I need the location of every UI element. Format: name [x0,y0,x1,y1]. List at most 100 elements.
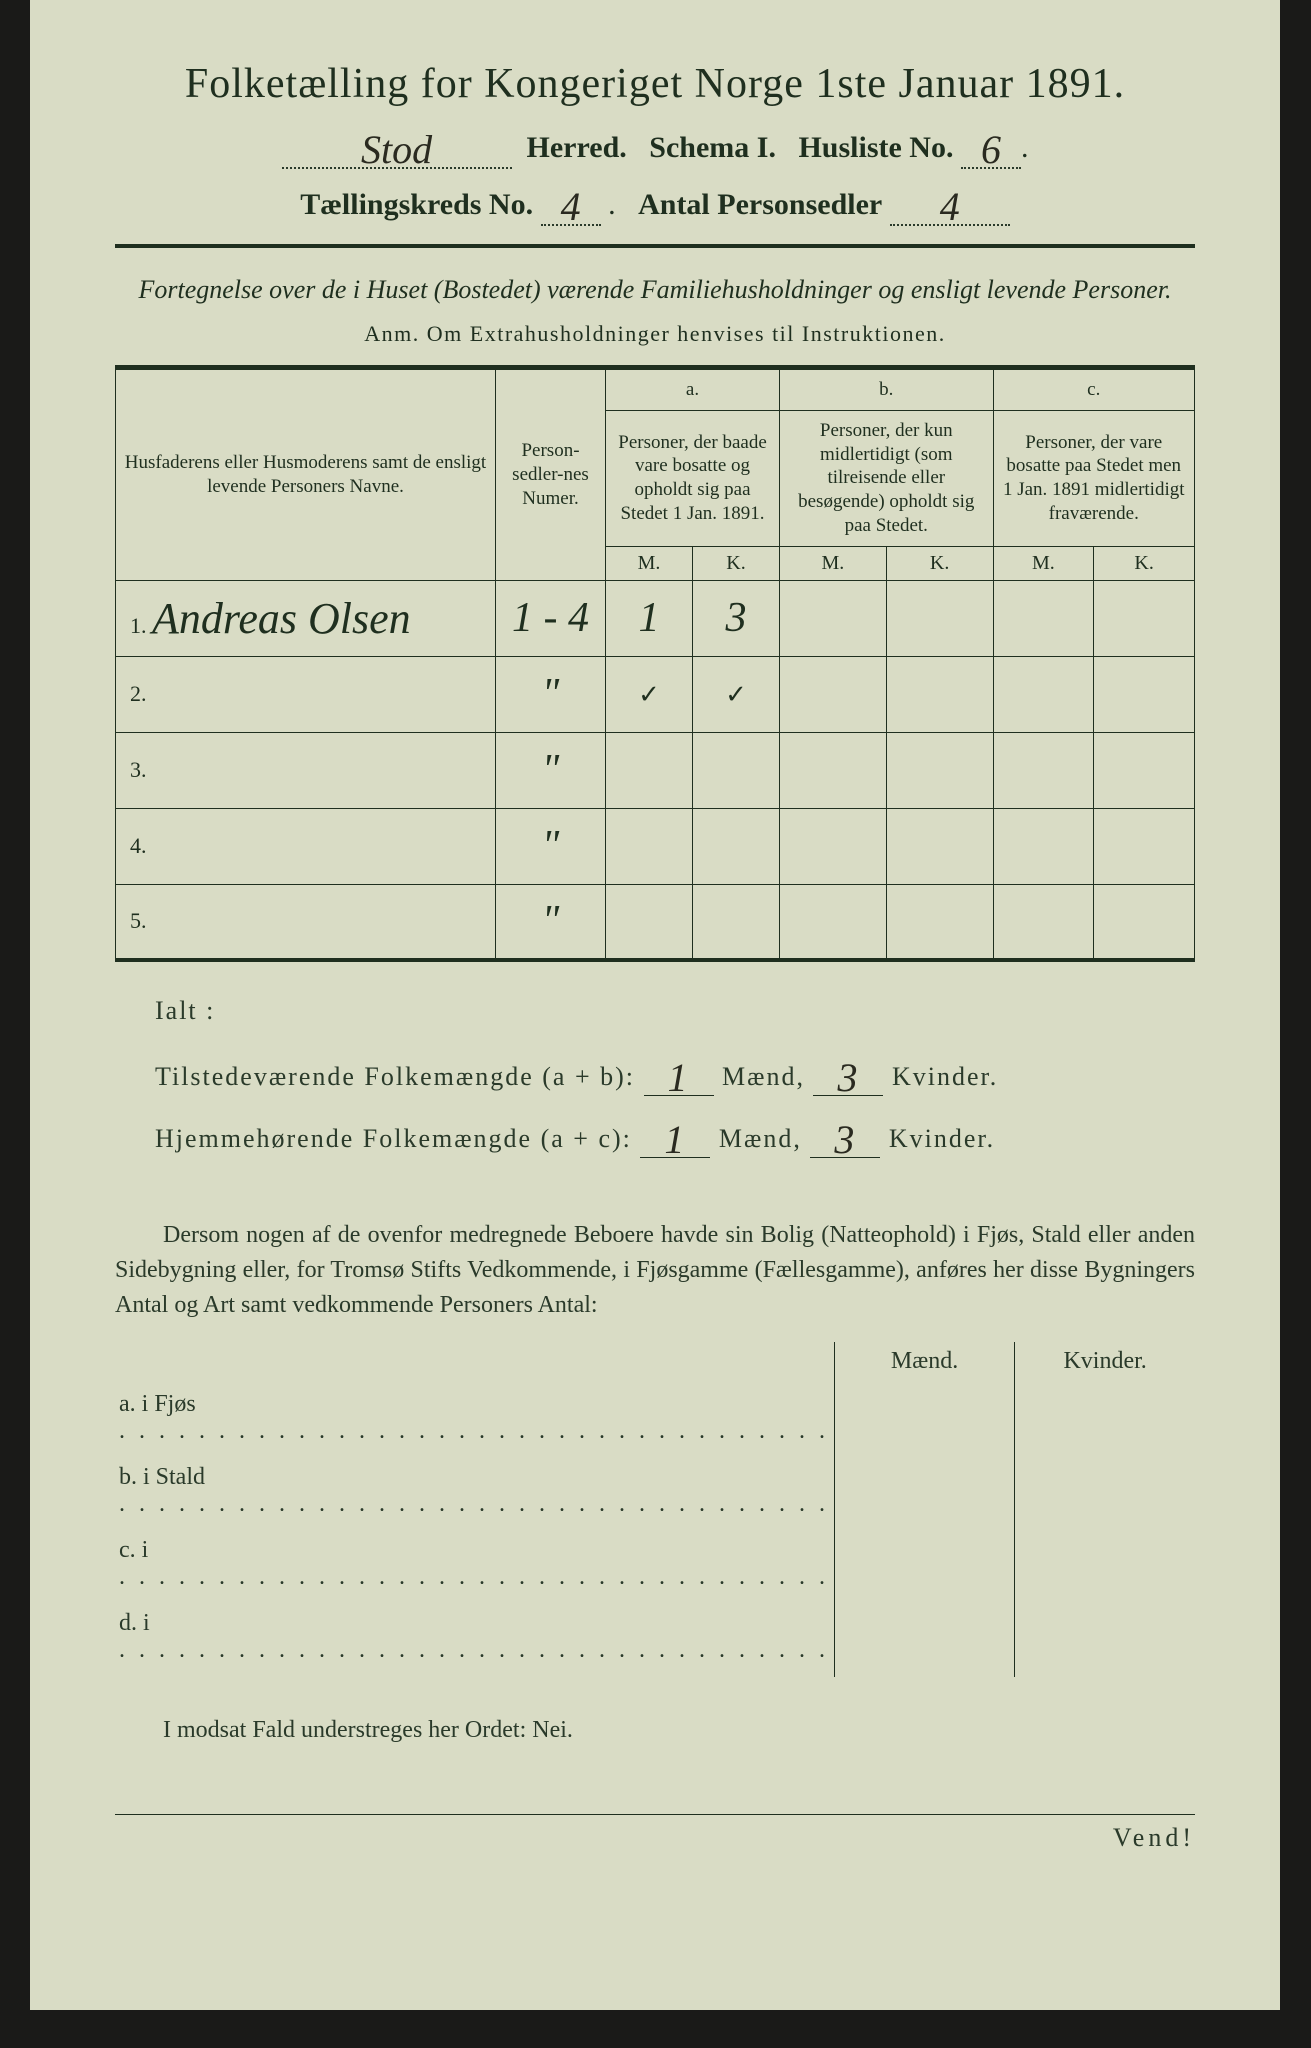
outbuildings-table: Mænd. Kvinder. a. i Fjøs . . . . . . . .… [115,1342,1195,1677]
row-num: " [496,884,606,960]
outbuilding-row: d. i . . . . . . . . . . . . . . . . . .… [115,1604,1195,1677]
row-a [606,884,780,960]
maend-label-2: Mænd, [719,1124,802,1153]
col-header-b-label: b. [780,368,993,411]
outb-lead: c. i . . . . . . . . . . . . . . . . . .… [115,1531,834,1604]
col-header-c-mk: M.K. [993,546,1195,580]
b-m: M. [780,547,887,580]
outbuilding-row: b. i Stald . . . . . . . . . . . . . . .… [115,1458,1195,1531]
outbuilding-paragraph: Dersom nogen af de ovenfor medregnede Be… [115,1218,1195,1322]
outb-lead: a. i Fjøs . . . . . . . . . . . . . . . … [115,1385,834,1458]
row-c [993,808,1195,884]
husliste-field: 6 [961,120,1021,169]
page-title: Folketælling for Kongeriget Norge 1ste J… [115,60,1195,108]
row-b [780,656,993,732]
col-header-a-text: Personer, der baade vare bosatte og opho… [606,410,780,546]
kreds-label: Tællingskreds No. [300,188,533,221]
row-c [993,656,1195,732]
row-b [780,808,993,884]
row-num: " [496,808,606,884]
row-b [780,732,993,808]
form-subtitle: Fortegnelse over de i Huset (Bostedet) v… [115,272,1195,307]
sum-resident-label: Hjemmehørende Folkemængde (a + c): [155,1124,632,1153]
outb-m [834,1531,1014,1604]
herred-label: Herred. [527,131,627,164]
row-b [780,580,993,656]
sum-present-k: 3 [813,1048,883,1096]
a-m: M. [606,547,693,580]
col-header-name: Husfaderens eller Husmoderens samt de en… [116,368,496,581]
bottom-rule [115,1814,1195,1815]
c-m: M. [994,547,1095,580]
sum-present-label: Tilstedeværende Folkemængde (a + b): [155,1062,635,1091]
sedler-field: 4 [890,177,1010,226]
outb-kvinder-header: Kvinder. [1015,1342,1195,1385]
outb-m [834,1604,1014,1677]
col-header-number: Person-sedler-nes Numer. [496,368,606,581]
ialt-label: Ialt : [155,996,1195,1026]
header-line-2: Tællingskreds No. 4 . Antal Personsedler… [115,177,1195,226]
outb-lead: b. i Stald . . . . . . . . . . . . . . .… [115,1458,834,1531]
sum-line-resident: Hjemmehørende Folkemængde (a + c): 1 Mæn… [155,1110,1195,1158]
row-name: 5. [116,884,496,960]
row-c [993,884,1195,960]
b-k: K. [887,547,993,580]
husliste-handwritten: 6 [981,126,1001,173]
nei-line: I modsat Fald understreges her Ordet: Ne… [163,1717,1195,1744]
outbuilding-row: a. i Fjøs . . . . . . . . . . . . . . . … [115,1385,1195,1458]
schema-label: Schema I. [649,131,776,164]
kreds-handwritten: 4 [561,183,581,230]
outb-k [1015,1531,1195,1604]
row-name: 2. [116,656,496,732]
table-row: 3." [116,732,1195,808]
kreds-field: 4 [541,177,601,226]
row-name: 1. Andreas Olsen [116,580,496,656]
outb-maend-header: Mænd. [834,1342,1014,1385]
row-c [993,732,1195,808]
maend-label: Mænd, [722,1062,805,1091]
row-a [606,808,780,884]
table-row: 1. Andreas Olsen1 - 413 [116,580,1195,656]
outb-k [1015,1385,1195,1458]
row-c [993,580,1195,656]
table-row: 2."✓✓ [116,656,1195,732]
header-line-1: Stod Herred. Schema I. Husliste No. 6. [115,120,1195,169]
row-a: ✓✓ [606,656,780,732]
outb-m [834,1458,1014,1531]
table-row: 4." [116,808,1195,884]
kvinder-label-2: Kvinder. [889,1124,995,1153]
herred-handwritten: Stod [361,126,432,173]
col-header-c-text: Personer, der vare bosatte paa Stedet me… [993,410,1195,546]
row-a [606,732,780,808]
kvinder-label: Kvinder. [892,1062,998,1091]
sum-present-m: 1 [644,1048,714,1096]
a-k: K. [693,547,779,580]
form-note: Anm. Om Extrahusholdninger henvises til … [115,321,1195,347]
row-name: 4. [116,808,496,884]
sedler-label: Antal Personsedler [638,188,882,221]
col-header-a-label: a. [606,368,780,411]
col-header-c-label: c. [993,368,1195,411]
census-form-page: Folketælling for Kongeriget Norge 1ste J… [30,0,1280,2010]
col-header-b-mk: M.K. [780,546,993,580]
table-row: 5." [116,884,1195,960]
outb-k [1015,1458,1195,1531]
row-num: 1 - 4 [496,580,606,656]
row-name: 3. [116,732,496,808]
households-table: Husfaderens eller Husmoderens samt de en… [115,365,1195,962]
sum-resident-k: 3 [810,1110,880,1158]
outb-k [1015,1604,1195,1677]
husliste-label: Husliste No. [798,131,953,164]
col-header-b-text: Personer, der kun midlertidigt (som tilr… [780,410,993,546]
herred-field: Stod [282,120,512,169]
row-num: " [496,656,606,732]
outb-blank [115,1342,834,1385]
row-num: " [496,732,606,808]
divider-rule [115,244,1195,248]
sum-line-present: Tilstedeværende Folkemængde (a + b): 1 M… [155,1048,1195,1096]
c-k: K. [1094,547,1194,580]
outb-m [834,1385,1014,1458]
vend-label: Vend! [115,1823,1195,1853]
row-b [780,884,993,960]
outbuilding-row: c. i . . . . . . . . . . . . . . . . . .… [115,1531,1195,1604]
